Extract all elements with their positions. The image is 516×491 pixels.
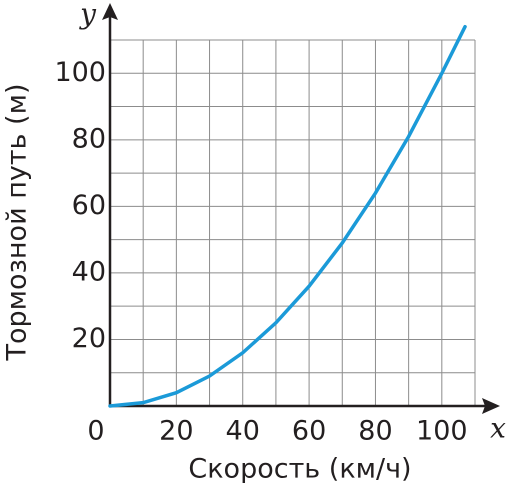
x-arrow	[482, 398, 500, 414]
grid	[110, 39, 476, 406]
y-tick-label: 60	[72, 190, 106, 221]
y-axis-name: y	[78, 0, 97, 31]
x-tick-label: 80	[358, 416, 392, 447]
y-tick-label: 80	[72, 123, 106, 154]
x-tick-label: 60	[292, 416, 326, 447]
x-tick-label: 100	[416, 416, 468, 447]
y-axis-label: Тормозной путь (м)	[2, 84, 33, 362]
x-tick-label: 40	[226, 416, 260, 447]
y-tick-label: 20	[72, 323, 106, 354]
x-axis-name: x	[490, 412, 506, 445]
y-arrow	[102, 3, 118, 20]
y-tick-label: 40	[72, 256, 106, 287]
y-tick-label: 100	[54, 57, 106, 88]
x-axis-label: Скорость (км/ч)	[188, 454, 411, 485]
x-tick-label: 20	[159, 416, 193, 447]
x-tick-label: 0	[87, 416, 104, 447]
data-line	[108, 24, 467, 408]
